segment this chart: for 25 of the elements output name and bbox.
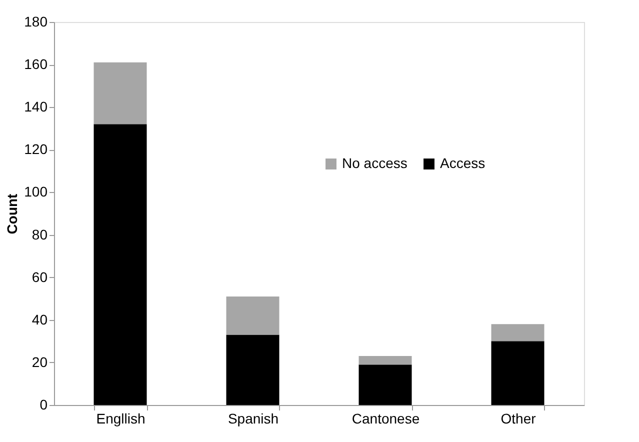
y-tick-label: 20 (32, 354, 48, 370)
x-tick-label: Engllish (96, 410, 146, 426)
bar (226, 296, 280, 335)
y-tick-label: 180 (24, 14, 48, 30)
bar (226, 334, 280, 405)
bar (358, 356, 412, 365)
x-tick-label: Other (500, 410, 536, 426)
bar (491, 341, 544, 405)
y-tick-label: 140 (24, 98, 48, 115)
legend-label: Access (440, 155, 486, 171)
y-tick-label: 40 (32, 311, 48, 328)
bar (358, 364, 412, 405)
y-tick-label: 160 (24, 56, 48, 72)
y-tick-label: 100 (24, 184, 48, 200)
y-tick-label: 120 (24, 141, 48, 158)
y-tick-label: 0 (40, 396, 48, 412)
x-tick-label: Cantonese (352, 410, 420, 426)
y-tick-label: 60 (32, 268, 48, 285)
y-axis-title: Count (4, 193, 20, 234)
x-tick-label: Spanish (228, 410, 279, 426)
bar (94, 124, 147, 405)
bar (94, 62, 147, 124)
legend-label: No access (342, 155, 408, 171)
bar (491, 324, 544, 342)
y-tick-label: 80 (32, 226, 48, 242)
